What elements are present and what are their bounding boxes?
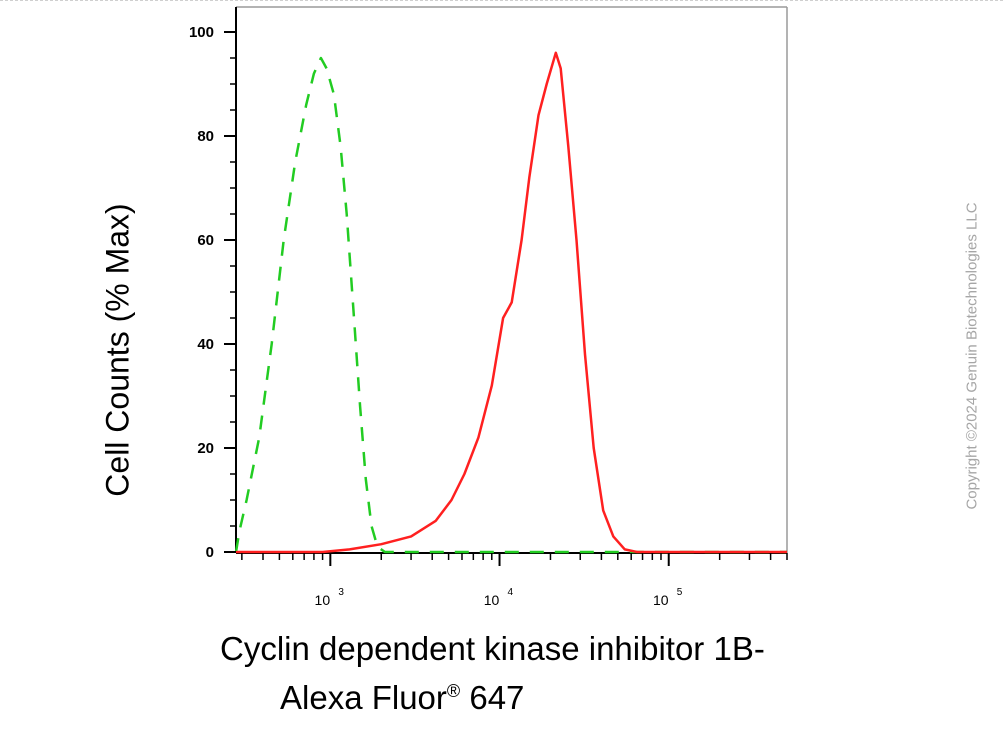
x-axis-label-suffix: 647 xyxy=(460,679,525,716)
sample-histogram-line xyxy=(236,51,787,554)
registered-mark: ® xyxy=(446,681,461,701)
y-tick-label: 20 xyxy=(197,440,214,457)
top-dashed-border xyxy=(0,0,1003,1)
x-tick-label-exponent: 5 xyxy=(677,587,683,598)
series-layer xyxy=(234,51,787,554)
x-tick-label-base: 10 xyxy=(653,592,669,608)
y-tick-label: 0 xyxy=(206,544,214,561)
y-tick-label: 80 xyxy=(197,128,214,145)
x-tick-label-base: 10 xyxy=(315,592,331,608)
x-axis-label-prefix: Alexa Fluor xyxy=(280,679,447,716)
copyright-watermark: Copyright ©2024 Genuin Biotechnologies L… xyxy=(963,202,981,510)
x-tick-label-exponent: 3 xyxy=(338,587,344,598)
axes xyxy=(235,6,788,554)
x-tick-label-exponent: 4 xyxy=(508,587,514,598)
x-tick-label-base: 10 xyxy=(484,592,500,608)
x-axis-label-line1: Cyclin dependent kinase inhibitor 1B- xyxy=(220,630,765,667)
ticks: 0 20 40 60 80 100 10 3 10 4 10 5 xyxy=(189,24,788,608)
y-axis-label: Cell Counts (% Max) xyxy=(99,203,136,497)
x-axis-label: Cyclin dependent kinase inhibitor 1B- Al… xyxy=(220,628,765,719)
control-histogram-line xyxy=(234,56,787,554)
y-tick-label: 100 xyxy=(189,24,214,41)
y-tick-label: 40 xyxy=(197,336,214,353)
y-tick-label: 60 xyxy=(197,232,214,249)
x-axis-label-line2: Alexa Fluor® 647 xyxy=(220,670,765,719)
